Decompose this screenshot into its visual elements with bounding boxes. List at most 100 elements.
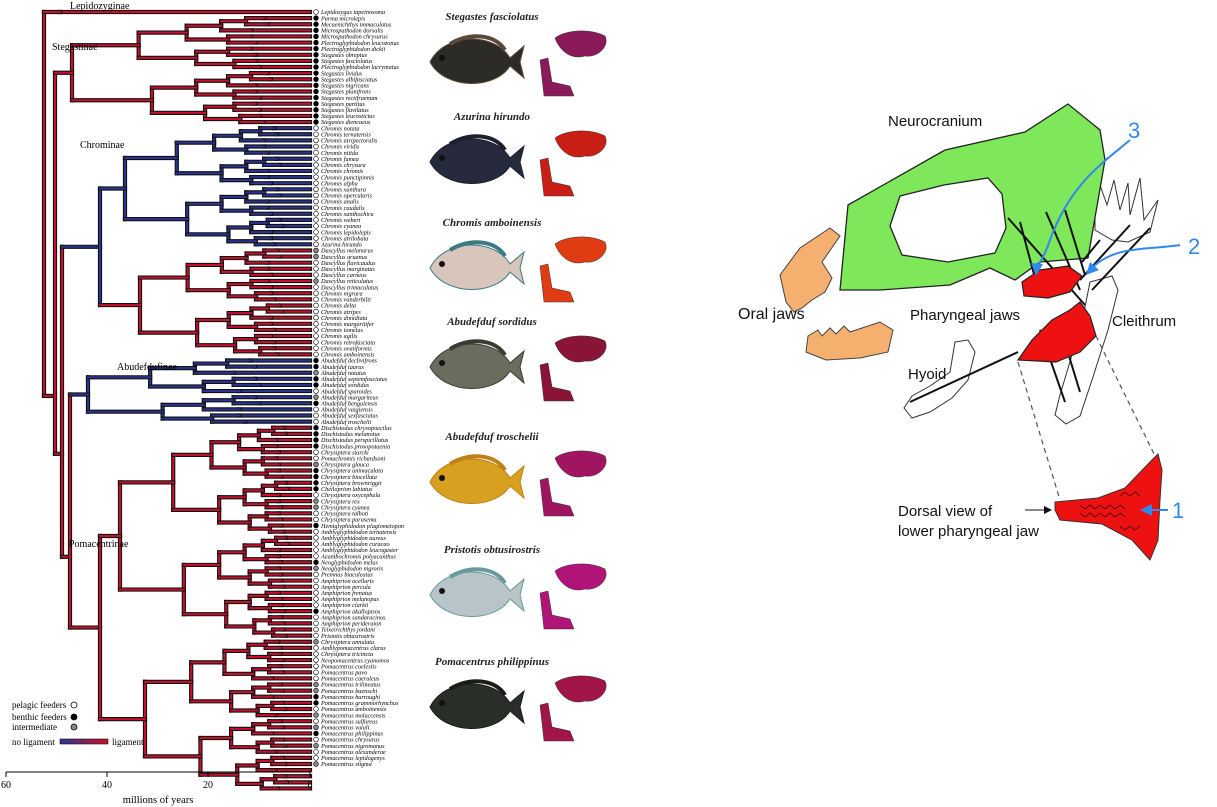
axis-tick-60: 60 xyxy=(1,780,11,791)
feeding-mode-marker xyxy=(313,657,319,663)
upper-pharyngeal-jaw-specimen xyxy=(554,236,607,264)
species-label: Pomacentrus caeruleus xyxy=(320,676,380,683)
species-label: Lepidozygus tapeinosoma xyxy=(320,9,385,16)
feeding-mode-marker xyxy=(313,620,319,627)
legend: pelagic feeders benthic feeders intermed… xyxy=(12,700,144,747)
species-label: Stegastes leucostictus xyxy=(321,113,375,120)
feeding-mode-marker xyxy=(313,119,319,125)
species-label: Chromis nitida xyxy=(321,150,358,157)
lower-pharyngeal-jaw-specimen xyxy=(539,590,575,630)
species-label: Pomacentrus baenschi xyxy=(320,688,377,695)
species-label: Stegastes partitus xyxy=(321,101,365,108)
species-label: Abudefduf margariteus xyxy=(320,394,379,401)
lower-pharyngeal-jaw-specimen xyxy=(539,477,575,517)
species-label: Chromis retrofasciata xyxy=(321,339,375,346)
feeding-mode-marker xyxy=(313,504,319,510)
feeding-mode-marker xyxy=(313,174,319,180)
feeding-mode-marker xyxy=(313,241,319,248)
species-label: Acanthochromis polyacanthus xyxy=(320,553,396,560)
hyoid-outline xyxy=(903,339,976,419)
feeding-mode-marker xyxy=(313,9,319,15)
species-label: Amblyglyphidodon aureus xyxy=(320,535,386,542)
feeding-mode-marker xyxy=(313,370,319,376)
species-label: Abudefduf declivifrons xyxy=(320,358,378,365)
fish-caption: Pomacentrus philippinus xyxy=(435,656,549,668)
species-label: Stegastes rectifraenum xyxy=(321,95,378,102)
fish-photo-row: Stegastes fasciolatus xyxy=(429,11,607,97)
axis-tick-40: 40 xyxy=(102,780,112,791)
feeding-mode-marker xyxy=(313,565,319,572)
feeding-mode-marker xyxy=(313,443,319,449)
feeding-mode-marker xyxy=(313,33,319,40)
species-label: Chromis weberi xyxy=(321,217,361,224)
feeding-mode-marker xyxy=(313,602,319,608)
species-label: Plectroglyphidodon lacrymatus xyxy=(320,64,400,71)
feeding-mode-marker xyxy=(313,559,319,565)
feeding-mode-marker xyxy=(313,137,319,144)
species-label: Abudefduf taurus xyxy=(320,364,364,371)
species-label: Pomacentrus lepidogenys xyxy=(320,755,385,762)
feeding-mode-marker xyxy=(313,590,319,596)
species-label: Dischistodus melanotus xyxy=(320,431,381,438)
feeding-mode-marker xyxy=(313,498,319,504)
upper-oral-jaw xyxy=(779,227,841,313)
species-label: Chrysiptera brownriggii xyxy=(321,480,382,487)
feeding-mode-marker xyxy=(313,736,319,743)
feeding-mode-marker xyxy=(313,235,319,241)
feeding-mode-marker xyxy=(313,455,319,462)
feeding-mode-marker xyxy=(313,94,319,101)
species-label: Dischistodus chrysopoecilus xyxy=(320,425,392,432)
species-label: Pomacentrus pavo xyxy=(320,669,367,676)
species-label: Chromis viridis xyxy=(321,144,360,151)
feeding-mode-marker xyxy=(313,749,319,755)
species-label: Amphiprion perideraion xyxy=(320,621,381,628)
species-label: Chrysiptera annulata xyxy=(321,639,374,646)
projection-lines xyxy=(1017,335,1159,501)
feeding-mode-marker xyxy=(313,82,319,89)
label-pharyngeal-jaws: Pharyngeal jaws xyxy=(910,307,1020,324)
feeding-mode-marker xyxy=(313,351,319,358)
species-label: Chromis agilis xyxy=(321,333,358,340)
species-label: Dischistodus prosopotaenia xyxy=(320,443,390,450)
axis-label: millions of years xyxy=(123,795,194,806)
marker-arrow-2 xyxy=(1086,244,1181,275)
fish-body-icon xyxy=(429,571,525,617)
species-label: Stegastes fasciolatus xyxy=(321,58,373,65)
species-label: Chromis chrysura xyxy=(321,162,366,169)
fish-dorsal-fin-icon xyxy=(448,134,507,152)
species-label: Neopomacentrus cyanomos xyxy=(320,657,390,664)
fish-caption: Abudefduf troschelii xyxy=(444,431,539,443)
feeding-mode-marker xyxy=(313,687,319,694)
species-label: Amblyglyphidodon curacao xyxy=(320,541,390,548)
species-label: Stegastes nigricans xyxy=(321,83,370,90)
upper-pharyngeal-jaw-specimen xyxy=(554,450,607,478)
species-label: Abudefduf notatus xyxy=(320,370,367,377)
species-label: Chrysiptera rex xyxy=(321,498,360,505)
feeding-mode-marker xyxy=(313,614,319,620)
species-label: Dascyllus flavicaudus xyxy=(320,260,376,267)
feeding-mode-marker xyxy=(313,217,319,223)
feeding-mode-marker xyxy=(313,473,319,480)
fish-photo-row: Pomacentrus philippinus xyxy=(429,656,607,742)
feeding-mode-marker xyxy=(313,461,319,468)
lower-pharyngeal-jaw-specimen xyxy=(539,57,575,97)
species-label: Abudefduf vaigiensis xyxy=(320,407,373,414)
species-label: Teixeirichthys jordani xyxy=(321,627,375,634)
upper-pharyngeal-jaw-specimen xyxy=(554,675,607,703)
species-label: Chrysiptera tricincta xyxy=(321,651,373,658)
feeding-mode-marker xyxy=(313,583,319,590)
feeding-mode-marker xyxy=(313,724,319,731)
upper-pharyngeal-jaw-specimen xyxy=(554,130,607,158)
feeding-mode-marker xyxy=(313,266,319,272)
feeding-mode-marker xyxy=(313,223,319,229)
feeding-mode-marker xyxy=(313,486,319,492)
upper-pharyngeal-jaw-specimen xyxy=(554,335,607,363)
species-label: Chrysiptera starcki xyxy=(321,449,369,456)
subfamily-label-lepidozyginae: Lepidozyginae xyxy=(70,1,130,12)
species-label: Pomacentrus burroughi xyxy=(320,694,380,701)
species-label: Chrysiptera biocellata xyxy=(321,474,377,481)
feeding-mode-marker xyxy=(313,278,319,284)
feeding-mode-marker xyxy=(313,70,319,76)
species-label: Amphiprion sandaracinos xyxy=(320,614,386,621)
